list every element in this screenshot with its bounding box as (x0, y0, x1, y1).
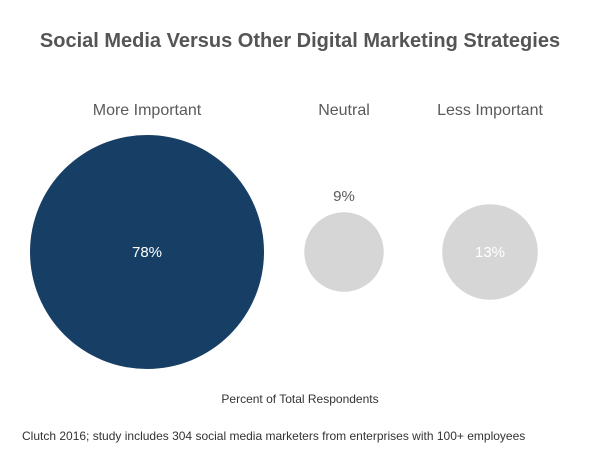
source-note: Clutch 2016; study includes 304 social m… (22, 429, 526, 443)
value-label-more-important: 78% (132, 244, 162, 261)
x-axis-label: Percent of Total Respondents (221, 392, 379, 406)
chart-title: Social Media Versus Other Digital Market… (39, 30, 561, 52)
category-label-more-important: More Important (93, 102, 202, 119)
bubble-more-important (30, 135, 264, 369)
value-label-neutral: 9% (333, 188, 355, 205)
category-label-neutral: Neutral (318, 102, 370, 119)
value-label-less-important: 13% (475, 244, 505, 261)
bubble-neutral (304, 212, 384, 292)
bubble-less-important (442, 204, 538, 300)
category-label-less-important: Less Important (437, 102, 543, 119)
